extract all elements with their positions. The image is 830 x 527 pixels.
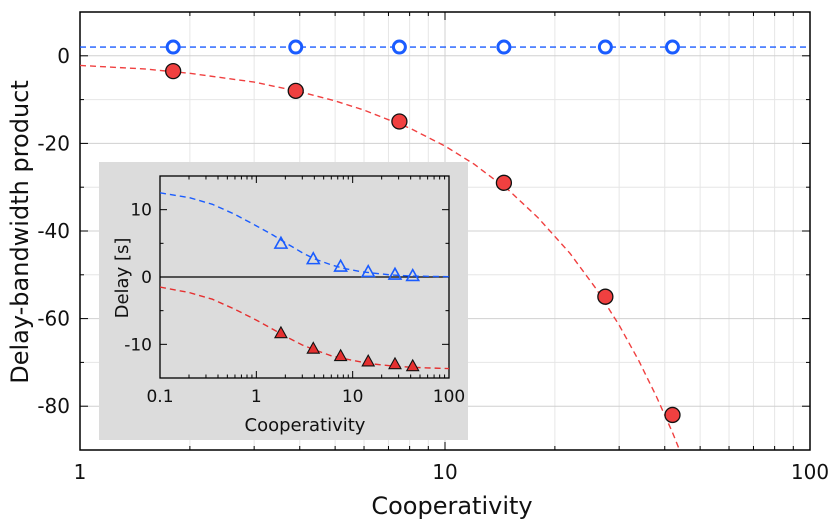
main-axis-ticks [79, 11, 810, 451]
x-tick-label: 10 [432, 460, 457, 484]
red-filled-triangles-point [388, 356, 402, 370]
x-tick-label: 100 [791, 460, 829, 484]
blue-open-triangles-point [333, 258, 348, 272]
red-filled-circles-point [664, 406, 681, 424]
main-x-axis-label: Cooperativity [371, 492, 532, 520]
blue-open-triangles-fit-line [160, 192, 449, 278]
x-tick-label: 0.1 [146, 387, 173, 407]
main-y-axis-label: Delay-bandwidth product [6, 80, 34, 384]
y-tick-label: 0 [57, 44, 70, 68]
blue-open-circles-point [496, 39, 512, 55]
red-filled-triangles-point [306, 341, 321, 354]
red-filled-triangles-point [405, 358, 420, 372]
red-filled-circles-point [391, 113, 408, 130]
blue-open-circles-point [165, 39, 181, 55]
inset-x-axis-label: Cooperativity [245, 415, 366, 436]
y-tick-label: -60 [37, 307, 70, 331]
y-tick-label: -10 [124, 335, 152, 355]
blue-open-triangles-point [360, 263, 376, 278]
blue-open-triangles-point [273, 235, 289, 249]
red-filled-triangles-point [333, 348, 348, 362]
red-filled-circles-fit-line [80, 64, 681, 450]
red-filled-circles-point [495, 174, 513, 191]
blue-open-circles-point [597, 39, 613, 55]
x-tick-label: 100 [433, 387, 465, 407]
y-tick-label: -40 [37, 219, 70, 243]
x-tick-label: 10 [342, 387, 364, 407]
blue-open-circles-point [288, 39, 304, 55]
inset-y-axis-label: Delay [s] [112, 238, 133, 319]
blue-open-triangles-point [405, 268, 421, 282]
y-tick-label: -20 [37, 131, 70, 155]
y-tick-label: 10 [130, 201, 152, 221]
blue-open-circles-point [664, 39, 680, 55]
y-tick-label: -80 [37, 394, 70, 418]
blue-open-circles-point [391, 39, 407, 55]
x-tick-label: 1 [251, 387, 262, 407]
main-series-layer [80, 39, 810, 450]
blue-open-triangles-point [305, 251, 321, 265]
y-tick-label: 0 [141, 268, 152, 288]
red-filled-circles-point [287, 82, 304, 99]
x-tick-label: 1 [74, 460, 87, 484]
red-filled-triangles-point [361, 354, 376, 367]
inset-series-layer [160, 192, 449, 372]
red-filled-circles-point [165, 62, 182, 80]
red-filled-triangles-point [273, 325, 288, 339]
red-filled-circles-point [597, 288, 614, 305]
blue-open-triangles-point [387, 266, 403, 280]
